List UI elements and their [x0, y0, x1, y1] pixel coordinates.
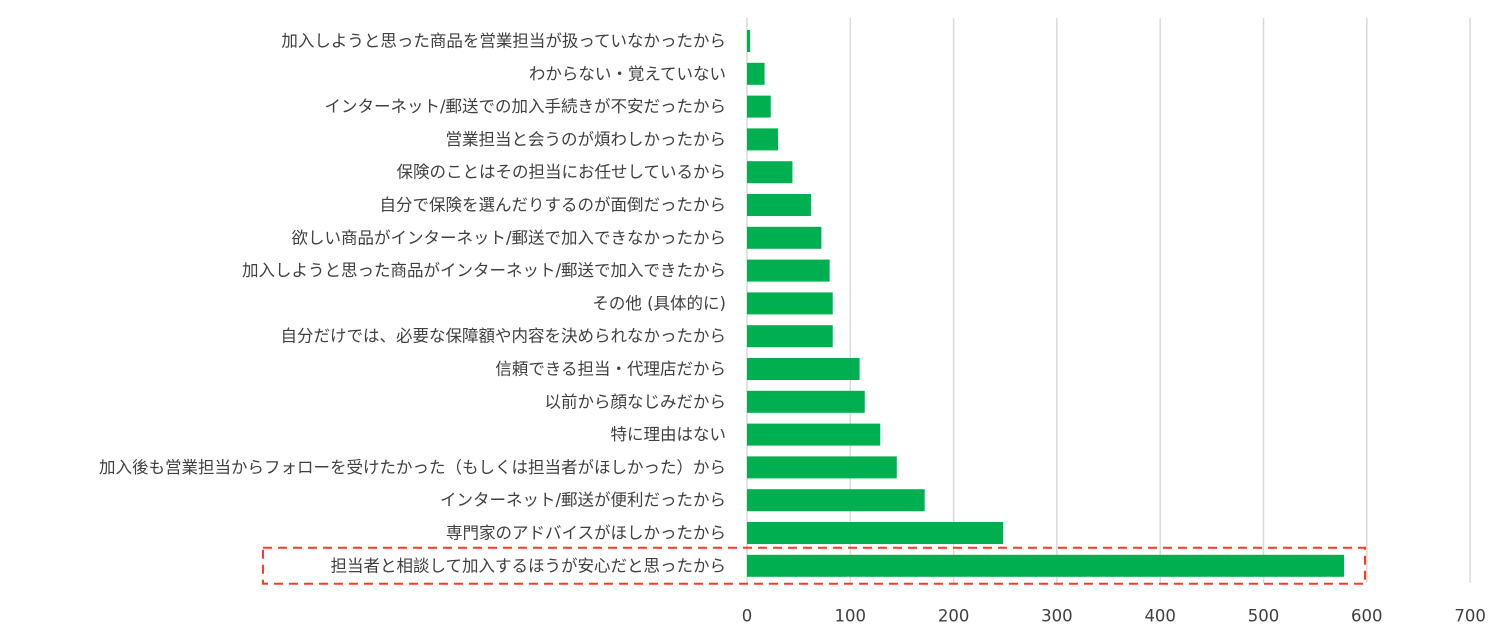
bar-0: [747, 30, 751, 52]
x-tick-label-300: 300: [1041, 607, 1073, 626]
category-label-4: 保険のことはその担当にお任せしているから: [396, 163, 726, 182]
highlight-box: [262, 546, 1366, 585]
x-tick-labels: 0 100 200 300 400 500 600 700: [742, 607, 1486, 626]
bar-12: [747, 423, 881, 446]
bar-9: [747, 325, 833, 348]
category-label-8: その他 (具体的に): [592, 294, 726, 313]
category-label-1: わからない・覚えていない: [529, 64, 726, 83]
bar-14: [747, 489, 925, 512]
highlight-box-group: [262, 546, 1366, 585]
bar-6: [747, 226, 822, 249]
x-tick-label-200: 200: [938, 607, 970, 626]
bar-7: [747, 259, 830, 282]
category-label-3: 営業担当と会うのが煩わしかったから: [446, 130, 727, 149]
category-label-16: 担当者と相談して加入するほうが安心だと思ったから: [330, 556, 726, 575]
bar-3: [747, 128, 778, 151]
bar-11: [747, 390, 865, 413]
category-label-15: 専門家のアドバイスがほしかったから: [446, 524, 726, 543]
bar-16: [747, 554, 1345, 577]
category-label-11: 以前から顔なじみだから: [545, 392, 727, 411]
bar-2: [747, 95, 771, 118]
bar-1: [747, 62, 765, 85]
category-labels: 加入しようと思った商品を営業担当が扱っていなかったからわからない・覚えていないイ…: [99, 32, 726, 576]
grid-lines: [746, 18, 1471, 583]
bar-8: [747, 292, 833, 315]
category-label-10: 信頼できる担当・代理店だから: [495, 360, 726, 379]
bar-4: [747, 161, 793, 184]
category-label-0: 加入しようと思った商品を営業担当が扱っていなかったから: [281, 32, 726, 51]
category-label-13: 加入後も営業担当からフォローを受けたかった（もしくは担当者がほしかった）から: [99, 458, 726, 477]
bar-15: [747, 522, 1004, 544]
x-tick-label-100: 100: [835, 607, 867, 626]
x-tick-label-400: 400: [1144, 607, 1176, 626]
bar-5: [747, 194, 812, 216]
x-tick-label-600: 600: [1351, 607, 1383, 626]
x-tick-label-700: 700: [1454, 607, 1486, 626]
category-label-6: 欲しい商品がインターネット/郵送で加入できなかったから: [291, 228, 726, 247]
x-tick-label-500: 500: [1248, 607, 1280, 626]
category-label-9: 自分だけでは、必要な保障額や内容を決められなかったから: [281, 327, 727, 346]
x-tick-label-0: 0: [742, 607, 753, 626]
category-label-7: 加入しようと思った商品がインターネット/郵送で加入できたから: [242, 261, 726, 280]
category-label-5: 自分で保険を選んだりするのが面倒だったから: [380, 196, 727, 215]
category-label-2: インターネット/郵送での加入手続きが不安だったから: [324, 97, 726, 116]
category-label-14: インターネット/郵送が便利だったから: [440, 491, 726, 510]
bars: [747, 30, 1345, 577]
bar-13: [747, 456, 897, 479]
category-label-12: 特に理由はない: [611, 425, 727, 444]
bar-10: [747, 358, 860, 380]
